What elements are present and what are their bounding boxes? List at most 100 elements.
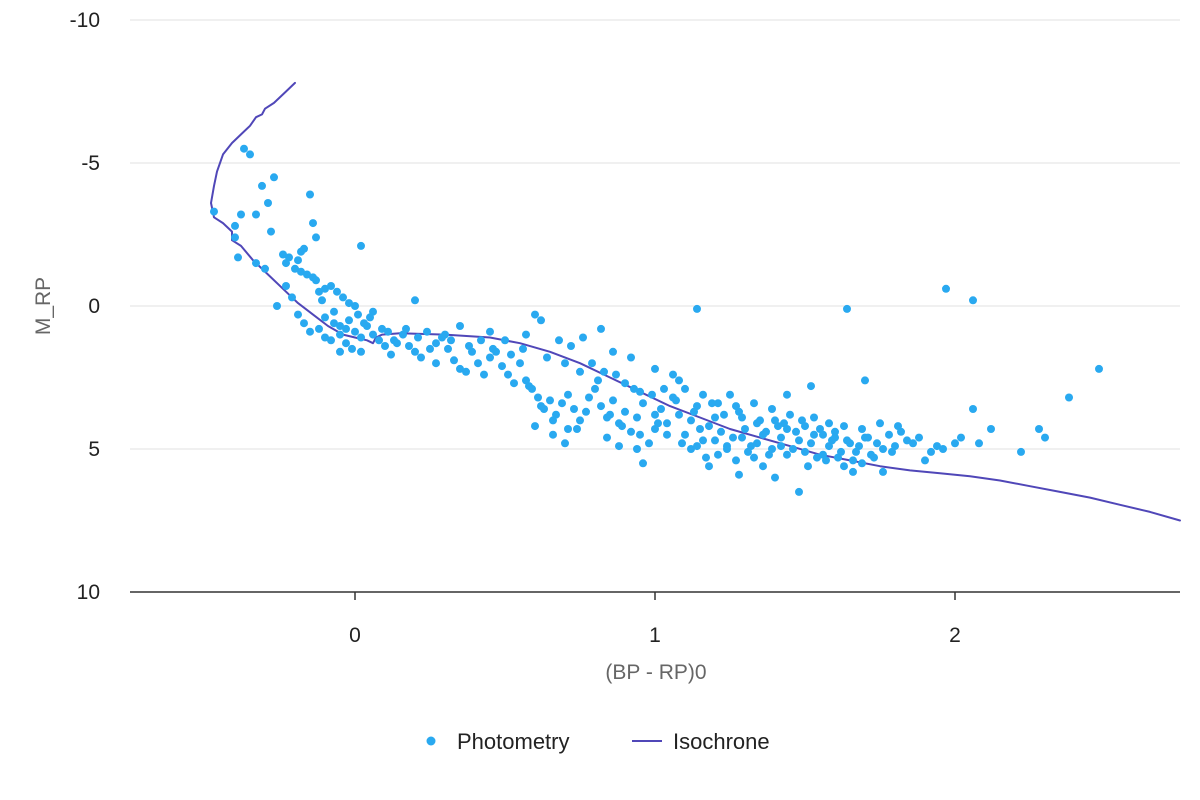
photometry-point — [849, 456, 857, 465]
photometry-point — [651, 364, 659, 373]
photometry-point — [750, 453, 758, 462]
photometry-point — [534, 393, 542, 402]
photometry-point — [312, 233, 320, 242]
photometry-point — [651, 410, 659, 419]
photometry-point — [336, 322, 344, 330]
photometry-point — [531, 422, 539, 431]
photometry-point — [402, 324, 410, 333]
photometry-point — [705, 462, 713, 471]
photometry-point — [756, 416, 764, 425]
photometry-point — [711, 413, 719, 422]
photometry-point — [354, 310, 362, 319]
y-tick-label: 10 — [77, 581, 100, 604]
photometry-point — [909, 439, 917, 448]
photometry-point — [384, 327, 392, 336]
legend-label-photometry: Photometry — [457, 729, 570, 754]
photometry-point — [720, 410, 728, 419]
photometry-point — [804, 462, 812, 471]
legend[interactable]: Photometry Isochrone — [426, 729, 770, 754]
photometry-point — [969, 405, 977, 413]
photometry-point — [327, 282, 335, 290]
photometry-point — [561, 359, 569, 368]
photometry-point — [657, 405, 665, 413]
photometry-point — [477, 336, 485, 345]
photometry-point — [294, 310, 302, 319]
photometry-point — [321, 313, 329, 322]
photometry-point — [591, 384, 599, 393]
photometry-point — [303, 270, 311, 279]
photometry-point — [831, 427, 839, 436]
photometry-point — [381, 342, 389, 350]
isochrone-line-layer — [210, 81, 1181, 522]
gridlines — [130, 19, 1180, 450]
photometry-point — [327, 336, 335, 345]
photometry-point — [699, 390, 707, 399]
photometry-point — [279, 250, 287, 259]
photometry-point — [729, 433, 737, 442]
photometry-point — [525, 382, 533, 391]
photometry-point — [969, 296, 977, 305]
photometry-point — [915, 433, 923, 442]
photometry-point — [744, 447, 752, 456]
photometry-point — [432, 339, 440, 348]
y-tick-label: 0 — [88, 295, 100, 318]
photometry-point — [318, 296, 326, 305]
photometry-point — [351, 327, 359, 336]
photometry-point — [627, 353, 635, 362]
photometry-point — [411, 296, 419, 305]
photometry-point — [663, 419, 671, 428]
photometry-point — [750, 399, 758, 408]
photometry-point — [870, 453, 878, 462]
photometry-point — [465, 342, 473, 350]
photometry-point — [282, 282, 290, 290]
photometry-point — [357, 347, 365, 356]
photometry-point — [291, 264, 299, 273]
photometry-point — [693, 442, 701, 451]
photometry-point — [783, 450, 791, 459]
photometry-point — [858, 459, 866, 468]
photometry-point — [795, 487, 803, 496]
photometry-point — [210, 207, 218, 216]
photometry-point — [450, 356, 458, 365]
photometry-point — [1035, 425, 1043, 433]
photometry-point — [300, 244, 308, 253]
x-tick-label: 1 — [649, 624, 661, 647]
photometry-point — [675, 410, 683, 419]
photometry-point — [636, 387, 644, 396]
photometry-point — [885, 430, 893, 439]
photometry-point — [726, 390, 734, 399]
photometry-point — [306, 327, 314, 336]
photometry-point — [462, 367, 470, 376]
photometry-point — [858, 425, 866, 433]
photometry-point — [663, 430, 671, 439]
photometry-point — [678, 439, 686, 448]
photometry-point — [633, 413, 641, 422]
legend-item-isochrone[interactable]: Isochrone — [632, 729, 770, 754]
photometry-point — [597, 324, 605, 333]
photometry-point — [738, 433, 746, 442]
photometry-point — [366, 313, 374, 322]
photometry-point — [921, 456, 929, 465]
photometry-point — [519, 344, 527, 353]
photometry-point — [264, 199, 272, 207]
photometry-point — [609, 396, 617, 405]
photometry-point — [375, 336, 383, 345]
photometry-point — [654, 419, 662, 428]
photometry-point — [294, 256, 302, 265]
photometry-point — [432, 359, 440, 368]
photometry-point — [810, 413, 818, 422]
photometry-point — [951, 439, 959, 448]
photometry-point — [717, 427, 725, 436]
photometry-point — [603, 433, 611, 442]
photometry-point — [489, 344, 497, 353]
photometry-point — [957, 433, 965, 442]
photometry-point — [423, 327, 431, 336]
photometry-point — [426, 344, 434, 353]
photometry-point — [285, 253, 293, 262]
photometry-point — [342, 324, 350, 333]
photometry-point — [810, 430, 818, 439]
legend-item-photometry[interactable]: Photometry — [426, 729, 570, 754]
photometry-point — [315, 287, 323, 296]
photometry-point — [369, 330, 377, 339]
photometry-point — [1017, 447, 1025, 456]
